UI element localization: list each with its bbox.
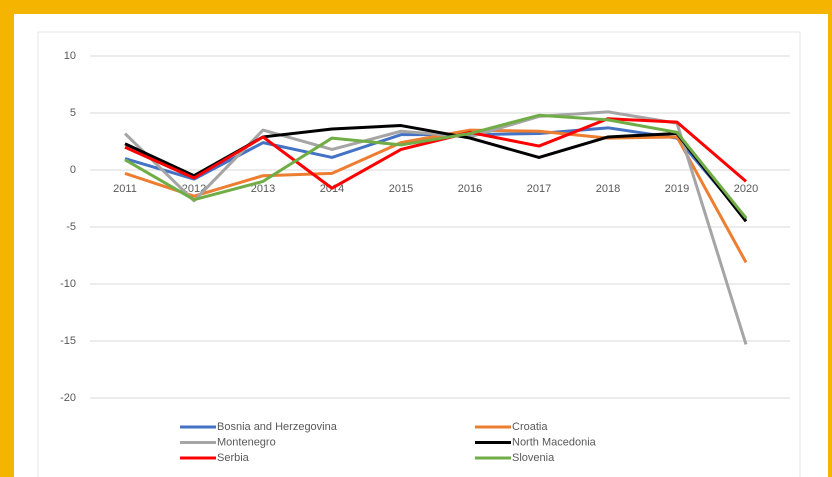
- x-tick-label: 2013: [251, 183, 275, 195]
- series-line: [124, 117, 747, 190]
- x-tick-label: 2018: [596, 183, 620, 195]
- chart-area: [37, 31, 801, 477]
- legend-label: Serbia: [217, 452, 250, 464]
- x-tick-label: 2011: [113, 183, 137, 195]
- series-line: [123, 110, 748, 345]
- series-line: [124, 128, 748, 264]
- x-tick-label: 2017: [527, 183, 551, 195]
- legend-label: Croatia: [512, 421, 548, 433]
- legend-label: Slovenia: [512, 452, 555, 464]
- y-tick-label: 0: [70, 164, 76, 176]
- legend-label: Montenegro: [217, 436, 276, 448]
- x-tick-label: 2016: [458, 183, 482, 195]
- x-tick-label: 2015: [389, 183, 413, 195]
- legend-label: North Macedonia: [512, 436, 597, 448]
- x-tick-label: 2012: [182, 183, 206, 195]
- y-tick-label: -5: [66, 221, 76, 233]
- y-tick-label: -20: [60, 392, 76, 404]
- y-tick-label: 5: [70, 107, 76, 119]
- x-tick-label: 2020: [734, 183, 758, 195]
- y-tick-label: -15: [60, 335, 76, 347]
- y-tick-label: 10: [64, 50, 76, 62]
- series-line: [124, 113, 748, 219]
- x-tick-label: 2019: [665, 183, 689, 195]
- legend-label: Bosnia and Herzegovina: [217, 421, 338, 433]
- y-tick-label: -10: [60, 278, 76, 290]
